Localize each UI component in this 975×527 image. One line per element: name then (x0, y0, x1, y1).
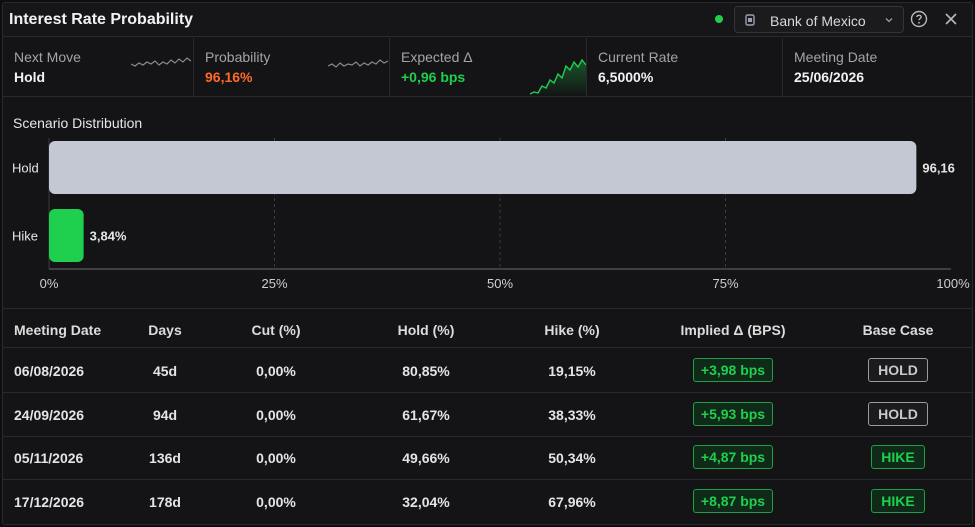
stat-label: Next Move (14, 49, 81, 65)
category-label: Hike (12, 229, 38, 244)
implied-badge: +3,98 bps (692, 358, 774, 382)
implied-cell: +8,87 bps (663, 489, 803, 513)
stat-expected-delta: Expected Δ +0,96 bps (390, 38, 587, 97)
meeting-date-cell: 05/11/2026 (14, 450, 84, 466)
hold-cell: 32,04% (402, 494, 450, 510)
meeting-date-cell: 17/12/2026 (14, 494, 85, 510)
stat-next-move: Next Move Hold (3, 38, 194, 97)
column-header: Cut (%) (251, 322, 301, 338)
days-cell: 178d (149, 494, 181, 510)
stat-meeting-date: Meeting Date 25/06/2026 (783, 38, 972, 97)
chart-title: Scenario Distribution (13, 115, 143, 131)
column-header: Hike (%) (544, 322, 600, 338)
base-case-cell: HIKE (853, 489, 943, 513)
meeting-date-cell: 06/08/2026 (14, 363, 85, 379)
help-icon[interactable] (910, 10, 928, 28)
sparkline (131, 57, 191, 67)
column-header: Hold (%) (397, 322, 455, 338)
implied-badge: +5,93 bps (692, 402, 774, 426)
cut-cell: 0,00% (256, 450, 296, 466)
hike-cell: 38,33% (548, 407, 596, 423)
hike-cell: 67,96% (548, 494, 596, 510)
stat-label: Expected Δ (401, 49, 473, 65)
base-case-badge: HOLD (868, 402, 928, 426)
stat-value: 25/06/2026 (794, 69, 865, 85)
scenario-chart-area: 0% 25% 50% 75% 100% Hold 96,16 Hike 3,84% (3, 98, 972, 309)
table-row[interactable]: 06/08/2026 45d 0,00% 80,85% 19,15% +3,98… (3, 349, 972, 393)
base-case-cell: HOLD (853, 402, 943, 426)
days-cell: 136d (149, 450, 181, 466)
x-tick-label: 75% (712, 276, 738, 291)
cut-cell: 0,00% (256, 363, 296, 379)
base-case-cell: HIKE (853, 445, 943, 469)
implied-cell: +4,87 bps (663, 445, 803, 469)
stat-probability: Probability 96,16% (194, 38, 390, 97)
chevron-down-icon (885, 18, 893, 23)
stats-bar: Next Move Hold Probability 96,16% Expect… (3, 38, 972, 97)
stat-value: 96,16% (205, 69, 253, 85)
base-case-badge: HOLD (868, 358, 928, 382)
close-icon[interactable] (944, 12, 958, 26)
hike-cell: 50,34% (548, 450, 596, 466)
table-row[interactable]: 05/11/2026 136d 0,00% 49,66% 50,34% +4,8… (3, 437, 972, 480)
stat-value: 6,5000% (598, 69, 654, 85)
bar-hike (49, 209, 84, 262)
column-header: Implied Δ (BPS) (680, 322, 786, 338)
data-label: 96,16 (922, 161, 955, 176)
hold-cell: 61,67% (402, 407, 450, 423)
stat-value: +0,96 bps (401, 69, 466, 85)
bank-selector-label: Bank of Mexico (770, 13, 866, 29)
bar-hold (49, 141, 917, 194)
x-tick-label: 50% (487, 276, 513, 291)
stat-value: Hold (14, 69, 46, 85)
table-header: Meeting Date Days Cut (%) Hold (%) Hike … (3, 309, 972, 348)
column-header: Meeting Date (14, 322, 102, 338)
column-header: Base Case (862, 322, 934, 338)
base-case-badge: HIKE (871, 445, 925, 469)
table-row[interactable]: 24/09/2026 94d 0,00% 61,67% 38,33% +5,93… (3, 393, 972, 437)
x-tick-label: 25% (261, 276, 287, 291)
cut-cell: 0,00% (256, 407, 296, 423)
stat-label: Probability (205, 49, 271, 65)
implied-cell: +5,93 bps (663, 402, 803, 426)
panel-header: Interest Rate Probability Bank of Mexico (3, 3, 972, 37)
stat-current-rate: Current Rate 6,5000% (587, 38, 783, 97)
sparkline (328, 59, 388, 68)
category-label: Hold (12, 161, 39, 176)
hike-cell: 19,15% (548, 363, 596, 379)
hold-cell: 80,85% (402, 363, 450, 379)
live-status-dot (715, 15, 723, 23)
panel-title: Interest Rate Probability (9, 11, 194, 28)
column-header: Days (148, 322, 182, 338)
bank-selector[interactable]: Bank of Mexico (734, 6, 904, 33)
hold-cell: 49,66% (402, 450, 450, 466)
base-case-cell: HOLD (853, 358, 943, 382)
cut-cell: 0,00% (256, 494, 296, 510)
days-cell: 45d (152, 363, 178, 379)
stat-label: Meeting Date (794, 49, 878, 65)
stat-label: Current Rate (598, 49, 679, 65)
sparkline (530, 58, 586, 96)
x-tick-label: 100% (936, 276, 970, 291)
implied-badge: +8,87 bps (692, 489, 774, 513)
days-cell: 94d (152, 407, 178, 423)
implied-cell: +3,98 bps (663, 358, 803, 382)
table-row[interactable]: 17/12/2026 178d 0,00% 32,04% 67,96% +8,8… (3, 480, 972, 524)
data-label: 3,84% (90, 229, 127, 244)
implied-badge: +4,87 bps (692, 445, 774, 469)
scenario-distribution-chart: 0% 25% 50% 75% 100% Hold 96,16 Hike 3,84% (12, 138, 970, 291)
meeting-date-cell: 24/09/2026 (14, 407, 85, 423)
bank-icon (745, 14, 755, 26)
x-tick-label: 0% (40, 276, 59, 291)
base-case-badge: HIKE (871, 489, 925, 513)
